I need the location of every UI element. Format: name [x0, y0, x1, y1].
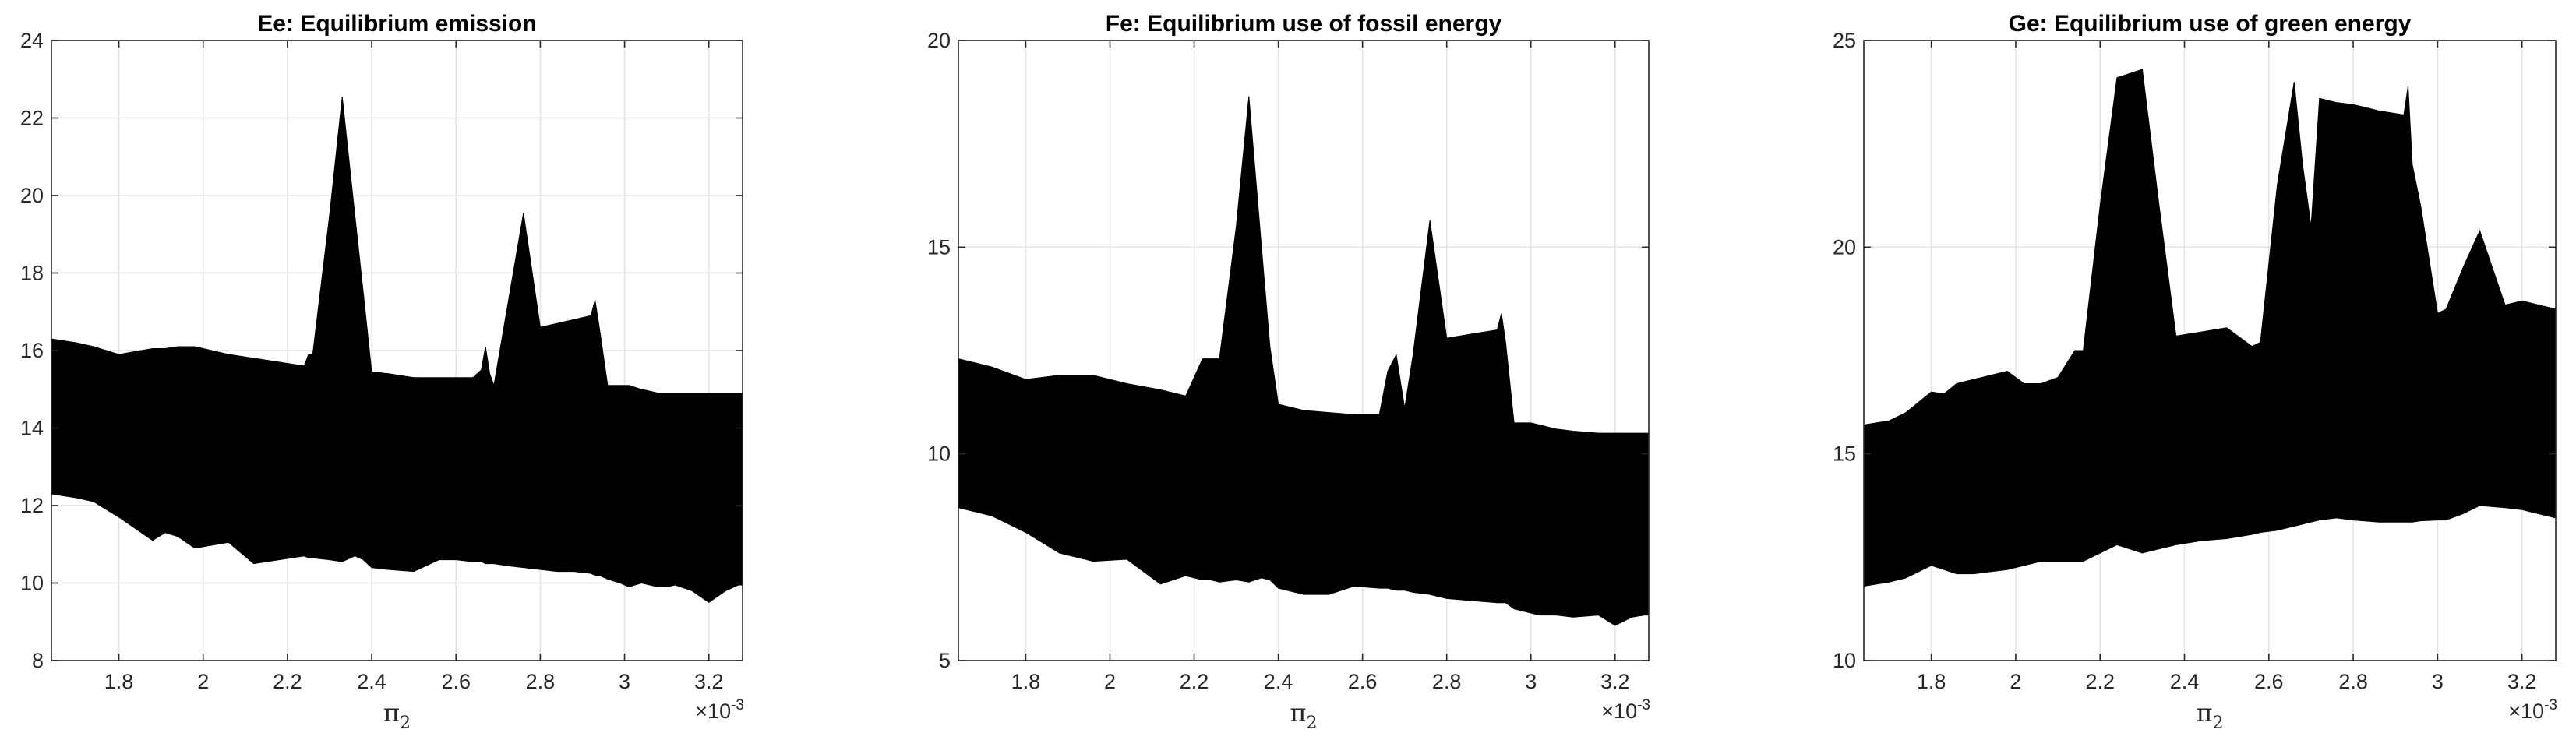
y-tick-label: 20 — [1833, 235, 1856, 259]
x-axis-exponent: ×10-3 — [2508, 697, 2557, 723]
x-tick-label: 2.8 — [526, 670, 556, 693]
x-tick-label: 3 — [1525, 670, 1537, 693]
x-axis-symbol: π — [2196, 698, 2212, 728]
x-axis-label: π2 — [2196, 698, 2223, 733]
y-tick-label: 10 — [927, 442, 951, 466]
y-tick-label: 16 — [20, 339, 44, 362]
x-tick-label: 3.2 — [2507, 670, 2537, 693]
axes-box — [958, 40, 1650, 661]
filled-band-area — [1863, 69, 2557, 587]
exponent-base: ×10 — [2508, 699, 2544, 723]
y-tick-label: 5 — [939, 649, 951, 672]
x-tick-label: 2.6 — [441, 670, 471, 693]
exponent-power: -3 — [1637, 697, 1650, 714]
x-tick-label: 2.8 — [2338, 670, 2368, 693]
x-tick-label: 2.6 — [2254, 670, 2284, 693]
x-axis-exponent: ×10-3 — [695, 697, 744, 723]
x-tick-label: 2 — [197, 670, 209, 693]
x-axis-symbol: π — [383, 698, 400, 728]
x-tick-label: 2.4 — [1264, 670, 1293, 693]
y-tick-label: 10 — [20, 572, 44, 595]
exponent-base: ×10 — [695, 699, 731, 723]
x-tick-label: 1.8 — [1917, 670, 1946, 693]
x-tick-label: 2.4 — [357, 670, 386, 693]
exponent-base: ×10 — [1601, 699, 1637, 723]
chart-panel-3: 1.8 2 2.2 2.4 2.6 2.8 3 3.2 10 15 20 25 Ge: Equilibr… — [1833, 11, 2557, 733]
y-tick-label: 14 — [20, 417, 44, 440]
x-tick-label: 3.2 — [1600, 670, 1630, 693]
x-tick-label: 2.2 — [2085, 670, 2115, 693]
chart-panel-1: 1.8 2 2.2 2.4 2.6 2.8 3 3.2 8 10 12 14 16 18 20 22 24 Ee:… — [20, 11, 744, 733]
axes-box — [1863, 40, 2557, 661]
x-tick-label: 1.8 — [1011, 670, 1041, 693]
chart-panel-2: 1.8 2 2.2 2.4 2.6 2.8 3 3.2 5 10 15 20 Fe: Equilibri… — [927, 11, 1650, 733]
y-tick-label: 10 — [1833, 649, 1856, 672]
x-axis-symbol: π — [1290, 698, 1306, 728]
x-tick-label: 2.2 — [273, 670, 302, 693]
x-tick-label: 2 — [2010, 670, 2021, 693]
chart-title: Fe: Equilibrium use of fossil energy — [1106, 11, 1502, 37]
x-tick-label: 3 — [619, 670, 630, 693]
y-tick-label: 15 — [1833, 442, 1856, 466]
exponent-power: -3 — [2544, 697, 2557, 714]
chart-title: Ge: Equilibrium use of green energy — [2009, 11, 2412, 37]
chart-title: Ee: Equilibrium emission — [257, 11, 536, 37]
y-tick-label: 20 — [927, 29, 951, 52]
x-axis-subscript: 2 — [2213, 714, 2224, 733]
filled-band-area — [51, 97, 743, 604]
y-tick-label: 12 — [20, 494, 44, 517]
x-axis-subscript: 2 — [400, 714, 411, 733]
y-tick-label: 25 — [1833, 29, 1856, 52]
x-tick-label: 2.8 — [1432, 670, 1462, 693]
y-tick-label: 18 — [20, 262, 44, 285]
x-tick-label: 2.6 — [1348, 670, 1378, 693]
x-tick-label: 3.2 — [694, 670, 724, 693]
y-tick-label: 15 — [927, 235, 951, 259]
x-tick-label: 1.8 — [104, 670, 134, 693]
x-tick-label: 2.2 — [1180, 670, 1209, 693]
y-tick-label: 8 — [32, 649, 44, 672]
filled-band-area — [958, 96, 1650, 626]
y-tick-label: 24 — [20, 29, 44, 52]
x-axis-exponent: ×10-3 — [1601, 697, 1650, 723]
x-tick-label: 3 — [2432, 670, 2444, 693]
x-tick-label: 2 — [1104, 670, 1116, 693]
x-tick-label: 2.4 — [2170, 670, 2200, 693]
x-axis-label: π2 — [1290, 698, 1317, 733]
x-axis-subscript: 2 — [1307, 714, 1318, 733]
y-tick-label: 22 — [20, 107, 44, 130]
exponent-power: -3 — [731, 697, 744, 714]
x-axis-label: π2 — [383, 698, 411, 733]
y-tick-label: 20 — [20, 184, 44, 207]
